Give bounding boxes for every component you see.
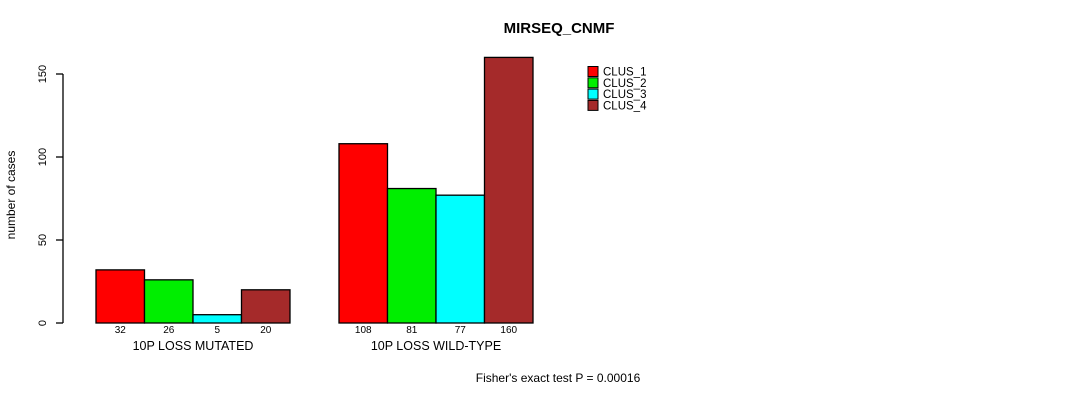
bar-value-label: 77: [455, 325, 467, 336]
x-category-label: 10P LOSS MUTATED: [133, 339, 254, 353]
bar-value-label: 26: [163, 325, 175, 336]
legend-label: CLUS_4: [603, 100, 647, 112]
y-tick-label: 150: [37, 65, 49, 83]
footnote: Fisher's exact test P = 0.00016: [476, 371, 641, 385]
bar-clus_2-group2: [386, 187, 437, 324]
bar-value-label: 32: [115, 325, 127, 336]
y-tick-label: 100: [37, 148, 49, 166]
bar-clus_2-group1: [143, 279, 194, 324]
bar-clus_1-group1: [95, 269, 146, 324]
legend-swatch-clus_4: [587, 99, 599, 111]
bar-value-label: 20: [260, 325, 272, 336]
legend-swatch-clus_2: [587, 77, 599, 89]
y-tick-label: 50: [37, 234, 49, 246]
bar-clus_3-group2: [435, 194, 486, 324]
legend-swatch-clus_3: [587, 88, 599, 100]
y-axis: 0 50 100 150: [37, 65, 64, 326]
bar-value-label: 5: [214, 325, 220, 336]
legend-swatch-clus_1: [587, 66, 599, 77]
legend-label: CLUS_2: [603, 78, 646, 90]
bar-clus_4-group2: [483, 56, 534, 324]
y-tick-label: 0: [37, 320, 49, 326]
bar-clus_3-group1: [192, 314, 243, 324]
y-axis-label: number of cases: [4, 151, 18, 240]
chart-title: MIRSEQ_CNMF: [504, 20, 615, 37]
bar-value-label: 160: [500, 325, 517, 336]
bar-clus_4-group1: [240, 289, 291, 324]
bar-clus_1-group2: [338, 143, 389, 324]
group-labels: 10P LOSS MUTATED 10P LOSS WILD-TYPE: [133, 339, 502, 353]
bar-value-label: 81: [406, 325, 418, 336]
x-category-label: 10P LOSS WILD-TYPE: [371, 339, 501, 353]
legend-label: CLUS_3: [603, 89, 646, 101]
bar-value-labels: 32 26 5 20 108 81 77 160: [115, 325, 518, 336]
bars-layer: [95, 56, 534, 324]
legend-label: CLUS_1: [603, 67, 646, 79]
bar-value-label: 108: [355, 325, 372, 336]
